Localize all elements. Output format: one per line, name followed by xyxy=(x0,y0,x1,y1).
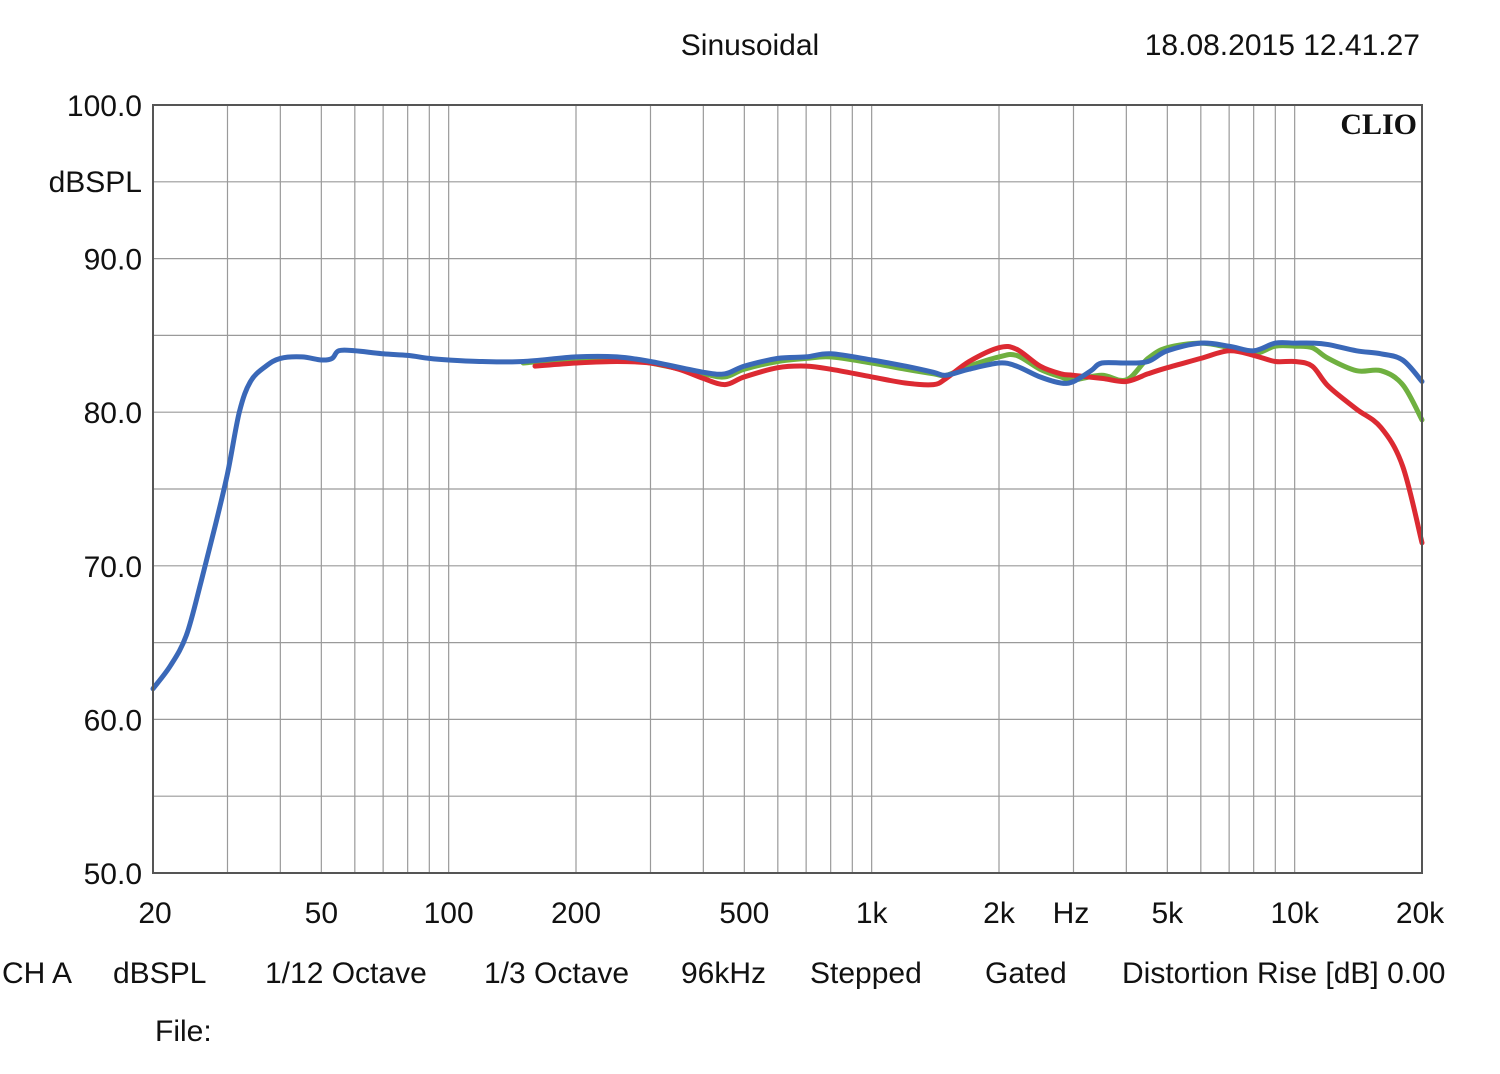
y-tick-label: 70.0 xyxy=(84,551,142,584)
sample-rate-label: 96kHz xyxy=(681,957,766,990)
series-line-3 xyxy=(532,343,1425,546)
channel-label: CH A xyxy=(2,957,72,990)
x-tick-label: 5k xyxy=(1151,897,1184,930)
timestamp: 18.08.2015 12.41.27 xyxy=(1145,29,1420,62)
measurement-settings: CH A dBSPL 1/12 Octave 1/3 Octave 96kHz … xyxy=(2,957,1445,1048)
series-layer xyxy=(150,340,1425,692)
y-tick-label: 90.0 xyxy=(84,244,142,277)
distortion-label: Distortion Rise [dB] 0.00 xyxy=(1122,957,1445,990)
x-tick-label: 500 xyxy=(719,897,769,930)
file-label: File: xyxy=(155,1015,212,1048)
x-tick-labels: 20 50 100 200 500 1k 2k 5k 10k 20k xyxy=(138,897,1445,930)
y-tick-labels: 100.0 90.0 80.0 70.0 60.0 50.0 xyxy=(67,90,142,891)
series-line-1 xyxy=(150,340,1425,692)
x-tick-label: 50 xyxy=(305,897,338,930)
x-tick-label: 10k xyxy=(1270,897,1319,930)
resolution-label: 1/12 Octave xyxy=(265,957,427,990)
x-tick-label: 20 xyxy=(138,897,171,930)
x-tick-label: 2k xyxy=(983,897,1016,930)
x-axis-label: Hz xyxy=(1053,897,1090,930)
x-tick-label: 20k xyxy=(1396,897,1445,930)
x-tick-label: 200 xyxy=(551,897,601,930)
y-tick-label: 60.0 xyxy=(84,704,142,737)
plot-border xyxy=(152,104,1423,874)
unit-label: dBSPL xyxy=(113,957,206,990)
x-tick-label: 100 xyxy=(424,897,474,930)
y-tick-label: 50.0 xyxy=(84,858,142,891)
y-tick-label: 80.0 xyxy=(84,397,142,430)
x-tick-label: 1k xyxy=(856,897,889,930)
clio-logo: CLIO xyxy=(1340,108,1417,141)
chart-title: Sinusoidal xyxy=(681,29,819,62)
grid xyxy=(153,105,1422,873)
y-axis-label: dBSPL xyxy=(49,166,142,199)
series-line-2 xyxy=(520,340,1425,423)
y-tick-label: 100.0 xyxy=(67,90,142,123)
window-label: Gated xyxy=(985,957,1067,990)
smoothing-label: 1/3 Octave xyxy=(484,957,629,990)
mode-label: Stepped xyxy=(810,957,922,990)
